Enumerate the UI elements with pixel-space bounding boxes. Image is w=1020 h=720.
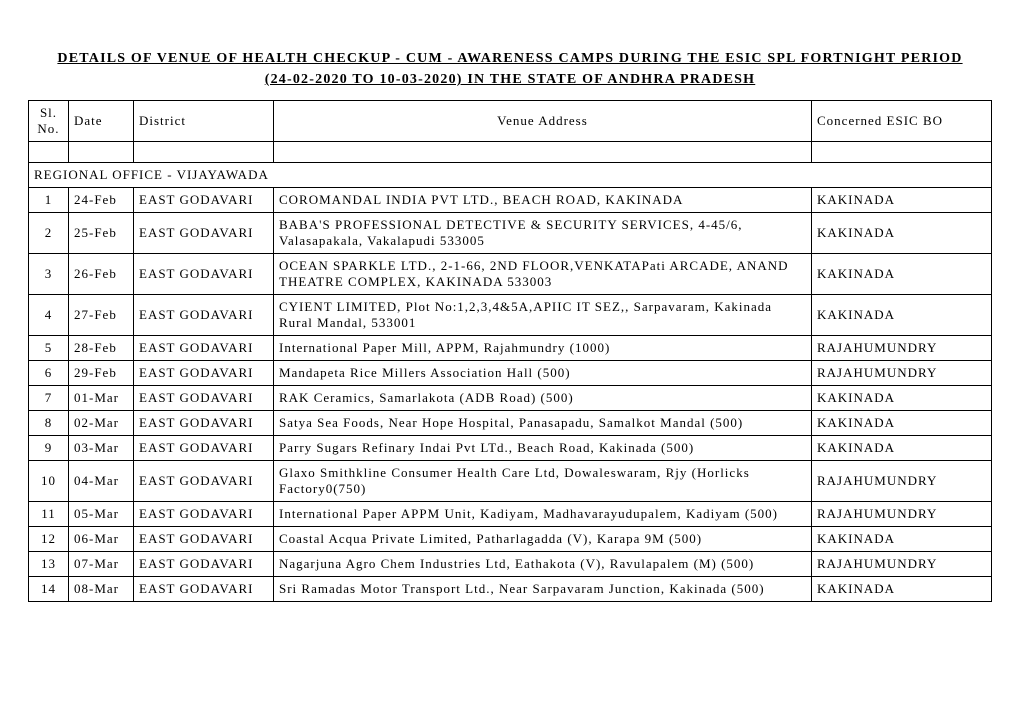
header-bo: Concerned ESIC BO xyxy=(812,101,992,142)
cell-bo: KAKINADA xyxy=(812,295,992,336)
cell-bo: KAKINADA xyxy=(812,188,992,213)
table-row: 1408-MarEAST GODAVARISri Ramadas Motor T… xyxy=(29,577,992,602)
cell-sl: 11 xyxy=(29,502,69,527)
cell-date: 28-Feb xyxy=(69,336,134,361)
table-row: 528-FebEAST GODAVARIInternational Paper … xyxy=(29,336,992,361)
cell-date: 29-Feb xyxy=(69,361,134,386)
cell-bo: KAKINADA xyxy=(812,527,992,552)
cell-venue: Nagarjuna Agro Chem Industries Ltd, Eath… xyxy=(274,552,812,577)
cell-date: 25-Feb xyxy=(69,213,134,254)
cell-venue: Satya Sea Foods, Near Hope Hospital, Pan… xyxy=(274,411,812,436)
cell-district: EAST GODAVARI xyxy=(134,552,274,577)
header-sl: Sl. No. xyxy=(29,101,69,142)
cell-bo: KAKINADA xyxy=(812,436,992,461)
cell-sl: 1 xyxy=(29,188,69,213)
cell-bo: RAJAHUMUNDRY xyxy=(812,552,992,577)
cell-venue: Glaxo Smithkline Consumer Health Care Lt… xyxy=(274,461,812,502)
cell-venue: Sri Ramadas Motor Transport Ltd., Near S… xyxy=(274,577,812,602)
cell-district: EAST GODAVARI xyxy=(134,436,274,461)
table-row: 1307-MarEAST GODAVARINagarjuna Agro Chem… xyxy=(29,552,992,577)
header-date: Date xyxy=(69,101,134,142)
table-row: 1004-MarEAST GODAVARIGlaxo Smithkline Co… xyxy=(29,461,992,502)
cell-venue: RAK Ceramics, Samarlakota (ADB Road) (50… xyxy=(274,386,812,411)
section-label: REGIONAL OFFICE - VIJAYAWADA xyxy=(29,163,992,188)
table-row: 225-FebEAST GODAVARIBABA'S PROFESSIONAL … xyxy=(29,213,992,254)
cell-bo: RAJAHUMUNDRY xyxy=(812,336,992,361)
cell-sl: 3 xyxy=(29,254,69,295)
section-row: REGIONAL OFFICE - VIJAYAWADA xyxy=(29,163,992,188)
cell-date: 27-Feb xyxy=(69,295,134,336)
cell-bo: RAJAHUMUNDRY xyxy=(812,461,992,502)
cell-date: 06-Mar xyxy=(69,527,134,552)
title-line-2: (24-02-2020 TO 10-03-2020) IN THE STATE … xyxy=(265,72,756,87)
cell-venue: Mandapeta Rice Millers Association Hall … xyxy=(274,361,812,386)
cell-bo: RAJAHUMUNDRY xyxy=(812,502,992,527)
cell-sl: 4 xyxy=(29,295,69,336)
cell-district: EAST GODAVARI xyxy=(134,527,274,552)
table-row: 802-MarEAST GODAVARISatya Sea Foods, Nea… xyxy=(29,411,992,436)
cell-district: EAST GODAVARI xyxy=(134,502,274,527)
cell-date: 08-Mar xyxy=(69,577,134,602)
cell-sl: 7 xyxy=(29,386,69,411)
cell-bo: KAKINADA xyxy=(812,386,992,411)
table-row: 701-MarEAST GODAVARIRAK Ceramics, Samarl… xyxy=(29,386,992,411)
cell-district: EAST GODAVARI xyxy=(134,188,274,213)
cell-bo: RAJAHUMUNDRY xyxy=(812,361,992,386)
cell-bo: KAKINADA xyxy=(812,254,992,295)
cell-district: EAST GODAVARI xyxy=(134,336,274,361)
schedule-table: Sl. No. Date District Venue Address Conc… xyxy=(28,100,992,602)
cell-district: EAST GODAVARI xyxy=(134,295,274,336)
cell-date: 24-Feb xyxy=(69,188,134,213)
cell-bo: KAKINADA xyxy=(812,411,992,436)
header-row: Sl. No. Date District Venue Address Conc… xyxy=(29,101,992,142)
blank-row xyxy=(29,142,992,163)
cell-district: EAST GODAVARI xyxy=(134,254,274,295)
cell-venue: International Paper APPM Unit, Kadiyam, … xyxy=(274,502,812,527)
cell-bo: KAKINADA xyxy=(812,577,992,602)
table-row: 629-FebEAST GODAVARIMandapeta Rice Mille… xyxy=(29,361,992,386)
cell-date: 04-Mar xyxy=(69,461,134,502)
cell-bo: KAKINADA xyxy=(812,213,992,254)
cell-sl: 13 xyxy=(29,552,69,577)
title-line-1: DETAILS OF VENUE OF HEALTH CHECKUP - CUM… xyxy=(57,51,962,66)
cell-date: 02-Mar xyxy=(69,411,134,436)
cell-district: EAST GODAVARI xyxy=(134,411,274,436)
table-row: 427-FebEAST GODAVARICYIENT LIMITED, Plot… xyxy=(29,295,992,336)
cell-venue: Parry Sugars Refinary Indai Pvt LTd., Be… xyxy=(274,436,812,461)
cell-date: 05-Mar xyxy=(69,502,134,527)
cell-venue: CYIENT LIMITED, Plot No:1,2,3,4&5A,APIIC… xyxy=(274,295,812,336)
cell-date: 07-Mar xyxy=(69,552,134,577)
cell-sl: 5 xyxy=(29,336,69,361)
cell-district: EAST GODAVARI xyxy=(134,361,274,386)
cell-venue: BABA'S PROFESSIONAL DETECTIVE & SECURITY… xyxy=(274,213,812,254)
cell-sl: 9 xyxy=(29,436,69,461)
cell-sl: 8 xyxy=(29,411,69,436)
table-row: 1206-MarEAST GODAVARICoastal Acqua Priva… xyxy=(29,527,992,552)
cell-district: EAST GODAVARI xyxy=(134,386,274,411)
table-row: 326-FebEAST GODAVARIOCEAN SPARKLE LTD., … xyxy=(29,254,992,295)
cell-date: 01-Mar xyxy=(69,386,134,411)
cell-district: EAST GODAVARI xyxy=(134,461,274,502)
cell-sl: 10 xyxy=(29,461,69,502)
cell-district: EAST GODAVARI xyxy=(134,213,274,254)
table-row: 124-FebEAST GODAVARICOROMANDAL INDIA PVT… xyxy=(29,188,992,213)
header-district: District xyxy=(134,101,274,142)
table-row: 1105-MarEAST GODAVARIInternational Paper… xyxy=(29,502,992,527)
header-venue: Venue Address xyxy=(274,101,812,142)
cell-date: 03-Mar xyxy=(69,436,134,461)
cell-sl: 14 xyxy=(29,577,69,602)
table-row: 903-MarEAST GODAVARIParry Sugars Refinar… xyxy=(29,436,992,461)
cell-district: EAST GODAVARI xyxy=(134,577,274,602)
cell-date: 26-Feb xyxy=(69,254,134,295)
cell-sl: 6 xyxy=(29,361,69,386)
document-title: DETAILS OF VENUE OF HEALTH CHECKUP - CUM… xyxy=(28,48,992,90)
cell-venue: OCEAN SPARKLE LTD., 2-1-66, 2ND FLOOR,VE… xyxy=(274,254,812,295)
cell-venue: International Paper Mill, APPM, Rajahmun… xyxy=(274,336,812,361)
cell-sl: 12 xyxy=(29,527,69,552)
cell-venue: COROMANDAL INDIA PVT LTD., BEACH ROAD, K… xyxy=(274,188,812,213)
cell-venue: Coastal Acqua Private Limited, Patharlag… xyxy=(274,527,812,552)
cell-sl: 2 xyxy=(29,213,69,254)
